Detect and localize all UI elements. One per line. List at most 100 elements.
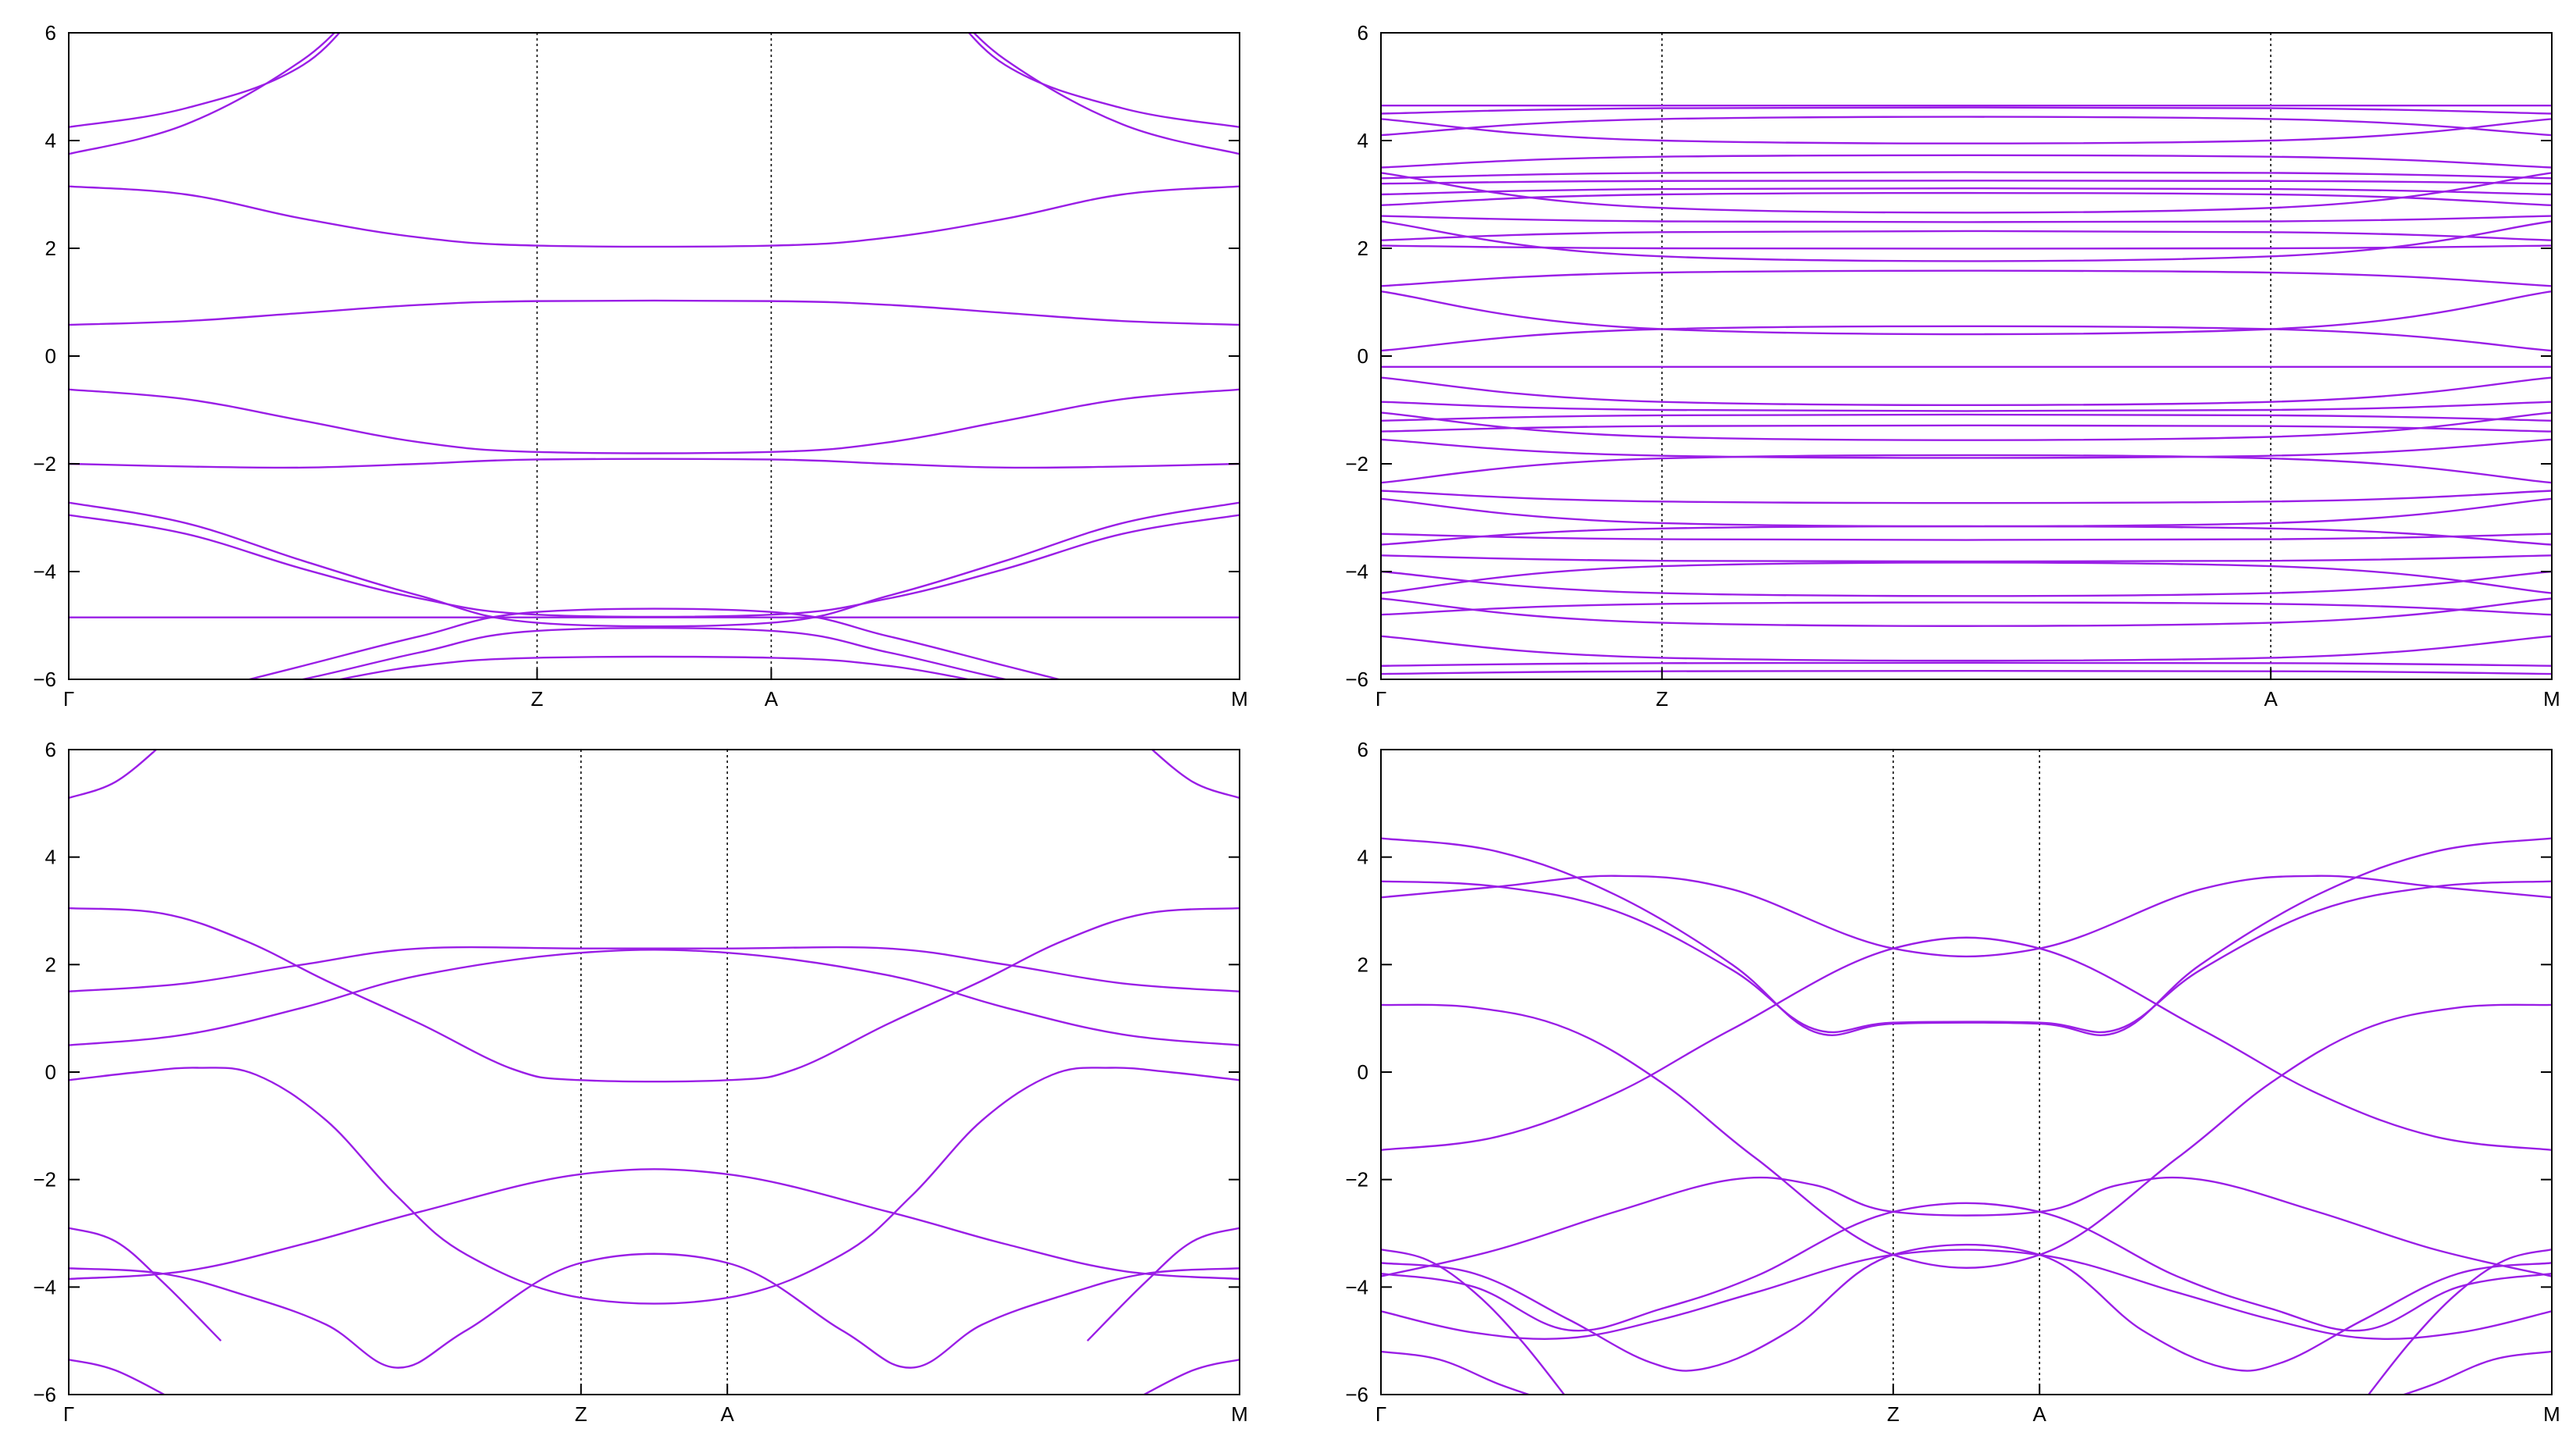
band-line-33 <box>1381 601 2552 616</box>
band-line-21 <box>1381 413 2552 422</box>
plot-frame <box>68 32 1240 680</box>
band-line-5 <box>1381 154 2552 169</box>
plot-frame <box>1380 32 2553 680</box>
x-tick-label: Γ <box>1375 1402 1386 1426</box>
band-line-10 <box>1381 172 2552 214</box>
y-tick-label: −6 <box>33 1383 56 1406</box>
band-line-7 <box>69 501 1240 628</box>
band-line-26 <box>1381 490 2552 504</box>
band-line-5 <box>69 949 1240 1046</box>
band-line-8 <box>1381 1249 2552 1341</box>
y-tick-label: −6 <box>33 668 56 691</box>
x-tick-label: A <box>721 1402 735 1426</box>
bands <box>69 33 1240 679</box>
y-tick-label: −2 <box>1345 452 1368 476</box>
band-line-12 <box>1381 1350 1532 1395</box>
band-line-31 <box>1381 561 2552 594</box>
bands <box>69 750 1240 1395</box>
y-tick-label: 4 <box>1358 846 1368 869</box>
x-tick-label: M <box>1231 1402 1248 1426</box>
y-tick-label: −4 <box>33 1275 56 1299</box>
y-tick-label: 2 <box>45 953 56 976</box>
y-tick-label: 6 <box>45 21 56 45</box>
x-tick-label: Z <box>1887 1402 1900 1426</box>
band-line-8 <box>1381 187 2552 196</box>
band-line-6 <box>1381 171 2552 180</box>
y-tick-label: −4 <box>33 560 56 583</box>
y-tick-label: 6 <box>45 738 56 761</box>
x-tick-label: Z <box>1656 687 1668 711</box>
plot-frame <box>68 749 1240 1395</box>
y-tick-label: 0 <box>45 1060 56 1084</box>
band-line-36 <box>1381 661 2552 667</box>
y-tick-label: −4 <box>1345 1275 1368 1299</box>
y-tick-label: −2 <box>1345 1168 1368 1192</box>
x-tick-label: Γ <box>63 1402 74 1426</box>
band-line-11 <box>298 626 1011 679</box>
band-line-34 <box>1381 597 2552 627</box>
y-tick-label: 4 <box>45 846 56 869</box>
band-line-20 <box>1381 401 2552 412</box>
y-tick-label: −2 <box>33 452 56 476</box>
y-tick-label: 6 <box>1358 738 1368 761</box>
band-line-2 <box>1381 106 2552 115</box>
band-line-3 <box>1381 875 2552 958</box>
band-line-1 <box>69 33 1240 128</box>
y-tick-label: 4 <box>1358 129 1368 152</box>
band-line-4 <box>1381 118 2552 144</box>
band-panel-4: 6 4 2 0 −2 −4 −6 Γ Z A M <box>1345 738 2560 1426</box>
band-line-12 <box>1142 1359 1240 1395</box>
band-line-9 <box>69 1227 222 1342</box>
band-panel-2: 6 4 2 0 −2 −4 −6 Γ Z A M <box>1345 21 2560 711</box>
band-line-16 <box>1381 290 2552 336</box>
band-line-5 <box>1381 936 2552 1152</box>
band-line-13 <box>1381 244 2552 250</box>
band-line-8 <box>69 514 1240 618</box>
band-line-29 <box>1381 533 2552 541</box>
band-line-4 <box>1381 1003 2552 1269</box>
band-line-19 <box>1381 376 2552 407</box>
band-panel-3: 6 4 2 0 −2 −4 −6 Γ Z A M <box>33 738 1247 1426</box>
y-tick-label: −4 <box>1345 560 1368 583</box>
band-line-10 <box>245 607 1063 679</box>
y-tick-label: −6 <box>1345 668 1368 691</box>
band-line-2 <box>1151 750 1240 800</box>
plot-frame <box>1380 749 2553 1395</box>
band-line-10 <box>1381 1248 1566 1395</box>
band-line-7 <box>1381 1202 2552 1332</box>
band-line-9 <box>1381 1243 2552 1372</box>
x-tick-label: A <box>765 687 779 711</box>
y-tick-label: 2 <box>1358 953 1368 976</box>
band-line-10 <box>1086 1227 1240 1342</box>
x-tick-label: M <box>2543 687 2560 711</box>
band-line-7 <box>69 1168 1240 1281</box>
y-tick-label: 6 <box>1358 21 1368 45</box>
band-line-37 <box>1381 669 2552 675</box>
band-line-2 <box>69 33 1240 155</box>
y-tick-label: 0 <box>45 344 56 368</box>
y-tick-label: 2 <box>45 237 56 260</box>
x-tick-label: A <box>2264 687 2278 711</box>
y-tick-label: −2 <box>33 1168 56 1192</box>
y-tick-label: 2 <box>1358 237 1368 260</box>
band-line-30 <box>1381 554 2552 563</box>
x-tick-label: M <box>1231 687 1248 711</box>
band-line-4 <box>69 946 1240 992</box>
x-tick-label: Γ <box>1375 687 1386 711</box>
band-line-22 <box>1381 424 2552 433</box>
band-line-2 <box>1381 880 2552 1034</box>
band-line-6 <box>1381 1176 2552 1277</box>
y-tick-label: 4 <box>45 129 56 152</box>
band-line-24 <box>1381 438 2552 459</box>
band-line-5 <box>69 388 1240 454</box>
bands <box>1381 837 2552 1395</box>
x-tick-label: Γ <box>63 687 74 711</box>
band-line-6 <box>69 1067 1240 1305</box>
band-line-3 <box>69 185 1240 248</box>
band-panel-1: 6 4 2 0 −2 −4 −6 Γ Z A M <box>33 21 1248 711</box>
band-line-1 <box>69 750 158 800</box>
bands <box>1381 104 2552 675</box>
band-line-14 <box>1381 220 2552 262</box>
band-line-11 <box>69 1359 166 1395</box>
